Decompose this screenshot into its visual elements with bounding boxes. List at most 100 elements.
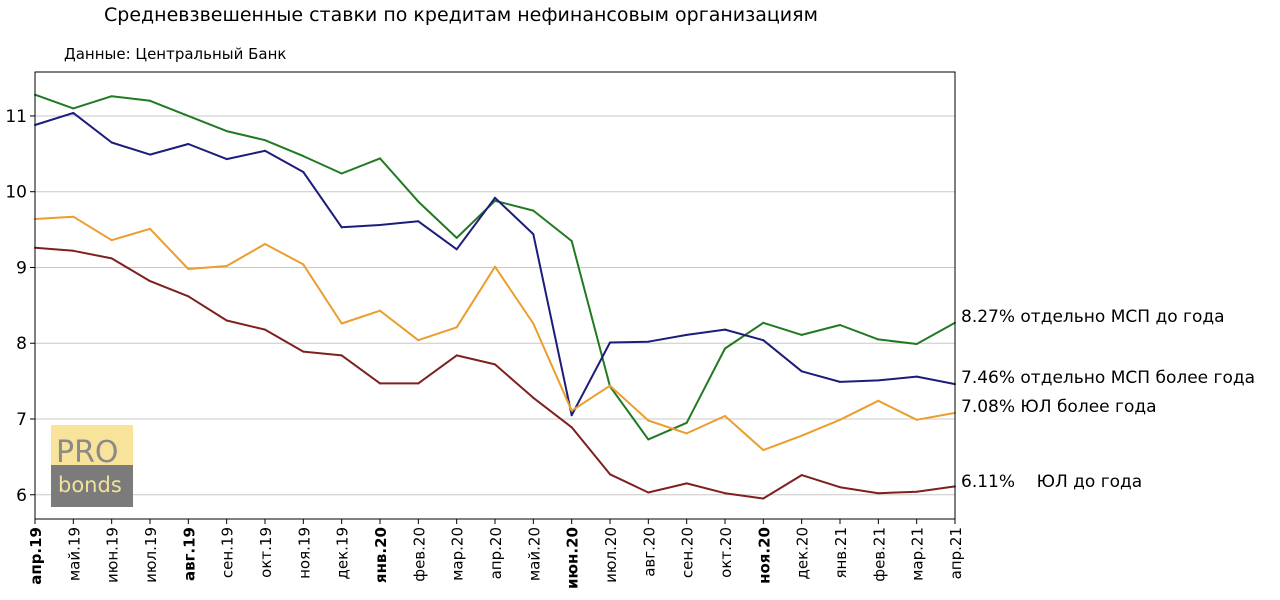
data-point — [302, 171, 305, 174]
x-tick-label: ноя.19 — [295, 527, 313, 579]
data-point — [570, 409, 573, 412]
y-axis: 6 7 8 9 10 11 — [5, 107, 35, 506]
data-point — [685, 333, 688, 336]
x-axis: апр.19 май.19 июн.19 июл.19 авг.19 сен.19 окт.… — [27, 519, 965, 589]
data-point — [839, 486, 841, 489]
y-tick-label: 8 — [16, 334, 27, 354]
data-point — [915, 490, 918, 493]
logo-text-bonds: bonds — [58, 473, 122, 497]
data-point — [72, 107, 75, 110]
data-point — [800, 474, 803, 477]
chart-subtitle: Данные: Центральный Банк — [64, 45, 287, 63]
data-point — [839, 380, 841, 383]
data-point — [685, 482, 688, 485]
x-tick-label: авг.19 — [180, 527, 198, 581]
x-tick-label: июн.20 — [564, 527, 582, 589]
data-point — [915, 375, 918, 378]
data-point — [340, 354, 343, 357]
data-point — [647, 419, 650, 422]
data-point — [225, 130, 228, 133]
end-label-1: 8.27% отдельно МСП до года — [961, 307, 1225, 327]
end-label-3: 7.08% ЮЛ более года — [961, 397, 1157, 417]
data-point — [762, 321, 765, 324]
data-point — [417, 220, 420, 223]
y-tick-label: 7 — [16, 410, 27, 430]
x-tick-label: июн.19 — [104, 527, 122, 583]
data-point — [379, 382, 381, 385]
data-point — [264, 328, 266, 331]
data-point — [724, 414, 726, 417]
data-point — [110, 141, 113, 144]
data-point — [570, 426, 573, 429]
x-tick-label: янв.21 — [832, 527, 850, 579]
data-point — [647, 340, 650, 343]
data-point — [149, 99, 151, 102]
data-point — [762, 449, 765, 452]
data-point — [494, 196, 496, 199]
data-point — [264, 242, 266, 245]
data-point — [647, 438, 650, 441]
data-point — [609, 473, 611, 476]
x-tick-label: апр.21 — [947, 527, 965, 579]
x-tick-label: апр.19 — [27, 527, 45, 585]
x-tick-label: фев.20 — [410, 527, 428, 582]
data-point — [800, 333, 803, 336]
x-tick-label: сен.19 — [219, 527, 237, 578]
plot-frame — [34, 71, 956, 520]
data-point — [264, 139, 266, 142]
data-point — [72, 111, 75, 114]
series-lines — [34, 93, 956, 500]
data-point — [609, 384, 611, 387]
data-point — [455, 354, 458, 357]
series-line-3 — [34, 215, 956, 452]
data-point — [877, 379, 880, 382]
end-label-2: 7.46% отдельно МСП более года — [961, 368, 1255, 388]
data-point — [72, 249, 75, 252]
y-tick-label: 6 — [16, 486, 27, 506]
data-point — [877, 338, 880, 341]
data-point — [800, 370, 803, 373]
data-point — [340, 322, 343, 325]
data-point — [187, 267, 190, 270]
chart-title: Средневзвешенные ставки по кредитам нефи… — [104, 4, 818, 26]
series-line-2 — [34, 111, 956, 417]
data-point — [264, 149, 266, 152]
data-point — [494, 199, 496, 202]
data-point — [225, 264, 228, 267]
data-point — [149, 153, 151, 156]
y-tick-label: 10 — [5, 183, 27, 203]
x-tick-label: ноя.20 — [755, 527, 773, 584]
data-point — [724, 328, 726, 331]
data-point — [570, 414, 573, 417]
x-tick-label: мар.21 — [909, 527, 927, 581]
x-tick-label: май.20 — [525, 527, 543, 581]
x-tick-label: июл.20 — [602, 527, 620, 583]
x-tick-label: июл.19 — [142, 527, 160, 583]
x-tick-label: дек.19 — [334, 527, 352, 580]
data-point — [149, 227, 151, 230]
data-point — [225, 319, 228, 322]
data-point — [187, 142, 190, 145]
x-tick-label: янв.20 — [372, 527, 390, 583]
data-point — [302, 350, 305, 353]
data-point — [494, 363, 496, 366]
data-point — [187, 114, 190, 117]
x-tick-label: авг.20 — [640, 527, 658, 577]
x-tick-label: май.19 — [65, 527, 83, 581]
data-point — [532, 209, 535, 212]
data-point — [532, 396, 535, 399]
data-point — [340, 172, 343, 175]
logo-text-pro: PRO — [56, 435, 119, 470]
data-point — [417, 200, 420, 203]
data-point — [647, 491, 650, 494]
data-point — [379, 224, 381, 227]
data-point — [724, 347, 726, 350]
end-labels: 8.27% отдельно МСП до года 7.46% отдельно… — [961, 307, 1255, 492]
data-point — [110, 239, 113, 242]
y-tick-label: 9 — [16, 258, 27, 278]
data-point — [800, 434, 803, 437]
series-line-4 — [34, 246, 956, 500]
data-point — [570, 239, 573, 242]
data-point — [724, 492, 726, 495]
